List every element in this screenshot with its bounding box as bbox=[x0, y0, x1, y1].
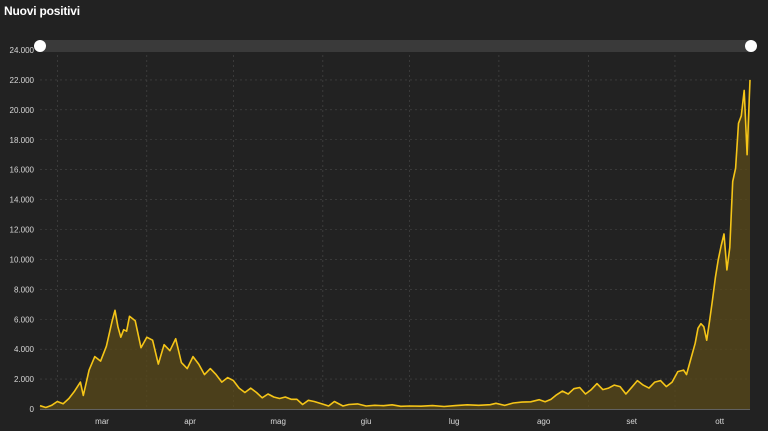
y-tick-label: 10.000 bbox=[10, 255, 35, 264]
x-tick-label: mar bbox=[95, 417, 109, 426]
x-tick-label: set bbox=[626, 417, 637, 426]
x-tick-label: apr bbox=[184, 417, 196, 426]
x-tick-label: ott bbox=[715, 417, 725, 426]
slider-track[interactable] bbox=[40, 40, 751, 52]
y-tick-label: 8.000 bbox=[14, 285, 35, 294]
y-axis-ticks: 0 2.000 4.000 6.000 8.000 10.000 12.000 14.000 1… bbox=[10, 46, 35, 414]
grid-lines bbox=[40, 49, 750, 409]
series-area bbox=[40, 79, 750, 410]
chart-title: Nuovi positivi bbox=[4, 4, 80, 18]
y-tick-label: 14.000 bbox=[10, 196, 35, 205]
range-slider[interactable] bbox=[34, 40, 757, 52]
x-axis-ticks: mar apr mag giu lug ago set ott bbox=[95, 417, 725, 426]
y-tick-label: 6.000 bbox=[14, 315, 35, 324]
y-tick-label: 12.000 bbox=[10, 226, 35, 235]
x-tick-label: mag bbox=[270, 417, 286, 426]
y-tick-label: 0 bbox=[30, 405, 35, 414]
slider-handle-right[interactable] bbox=[745, 40, 757, 52]
x-tick-label: ago bbox=[537, 417, 551, 426]
y-tick-label: 4.000 bbox=[14, 345, 35, 354]
y-tick-label: 24.000 bbox=[10, 46, 35, 55]
y-tick-label: 22.000 bbox=[10, 76, 35, 85]
series-line bbox=[39, 79, 751, 409]
slider-handle-left[interactable] bbox=[34, 40, 46, 52]
x-tick-label: giu bbox=[361, 417, 372, 426]
y-tick-label: 2.000 bbox=[14, 375, 35, 384]
y-tick-label: 20.000 bbox=[10, 106, 35, 115]
y-tick-label: 18.000 bbox=[10, 136, 35, 145]
x-tick-label: lug bbox=[449, 417, 460, 426]
y-tick-label: 16.000 bbox=[10, 166, 35, 175]
